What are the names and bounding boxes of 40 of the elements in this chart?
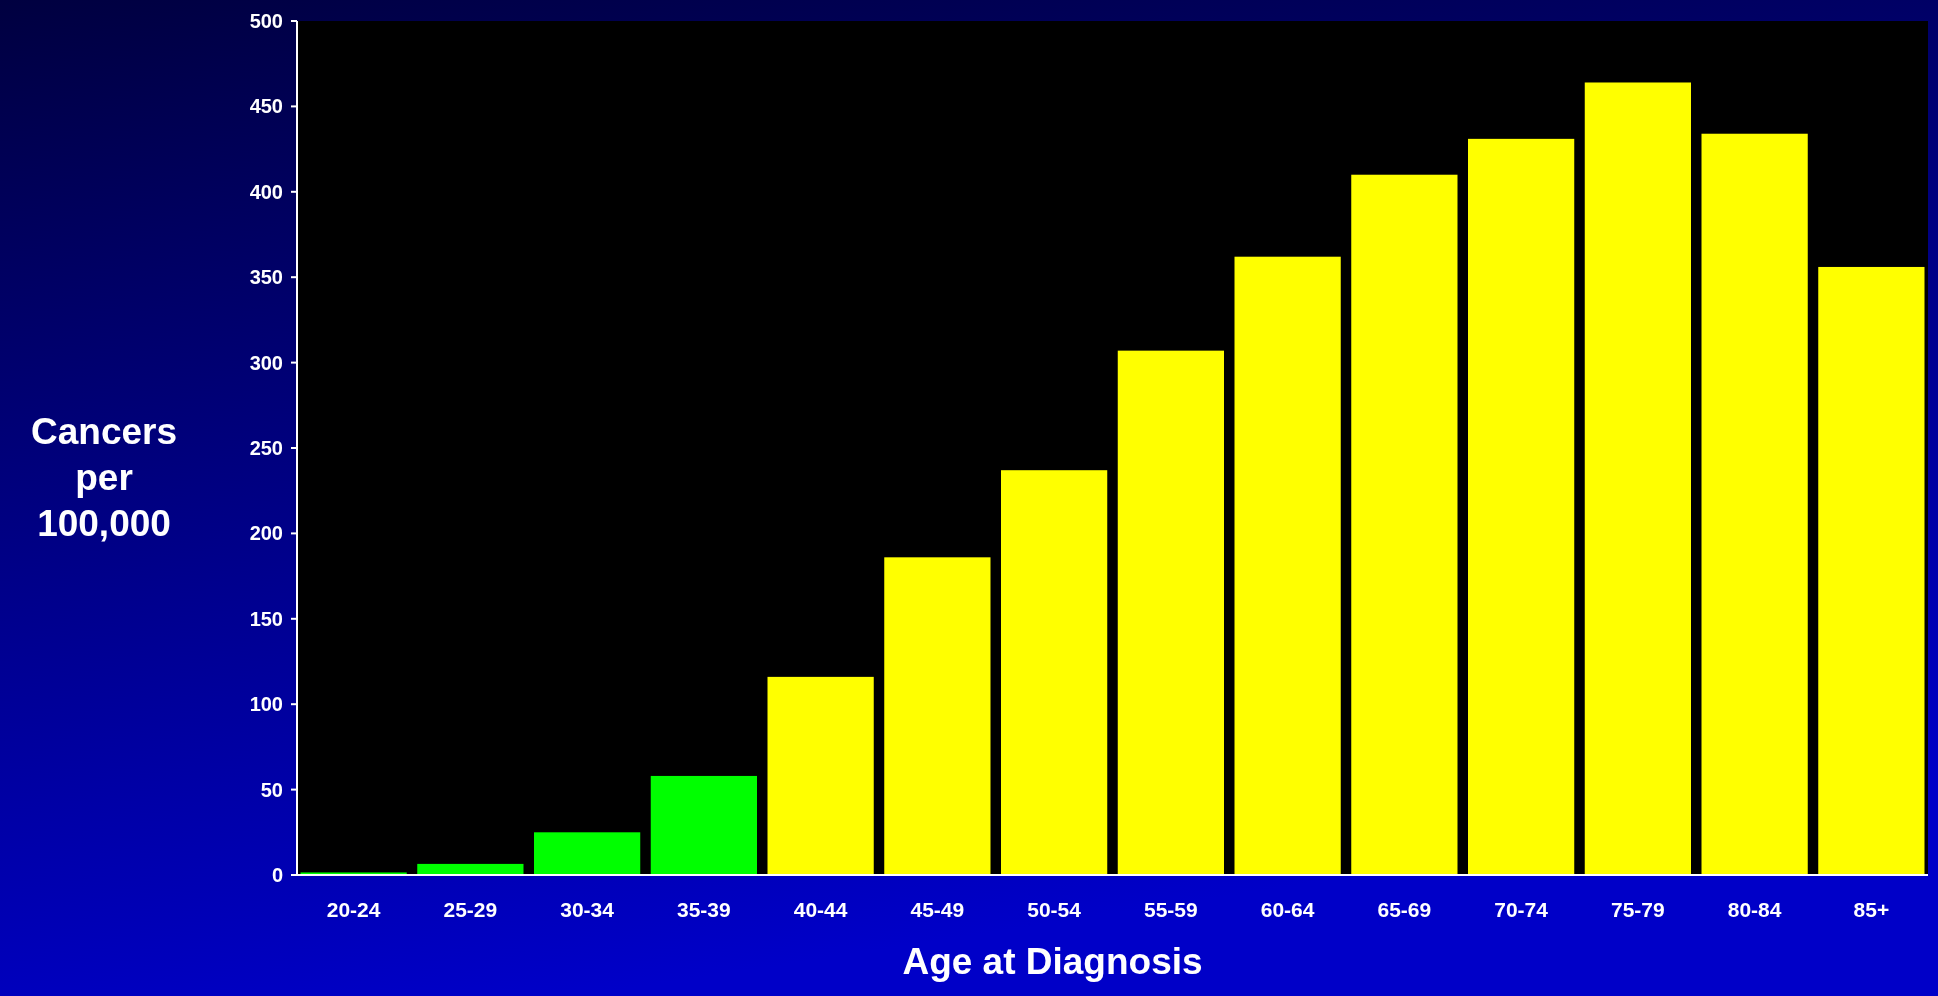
x-tick-label: 65-69 (1377, 898, 1432, 921)
x-tick-label: 35-39 (677, 898, 731, 921)
bar (1117, 350, 1224, 875)
x-tick-label: 85+ (1853, 898, 1890, 921)
bar (1001, 470, 1108, 875)
bar (767, 676, 874, 875)
x-tick-label: 30-34 (560, 898, 615, 921)
y-tick-label: 50 (260, 778, 283, 801)
bar (1468, 138, 1575, 875)
bar (417, 863, 524, 875)
y-tick-label: 200 (249, 522, 283, 545)
bar (1701, 133, 1808, 875)
bar (1351, 174, 1458, 875)
x-tick-label: 20-24 (326, 898, 381, 921)
y-tick-label: 100 (249, 693, 283, 716)
x-tick-label: 25-29 (443, 898, 498, 921)
x-tick-label: 60-64 (1260, 898, 1315, 921)
bar (1234, 256, 1341, 875)
x-axis-title: Age at Diagnosis (902, 941, 1203, 982)
x-tick-label: 45-49 (910, 898, 965, 921)
x-tick-label: 50-54 (1027, 898, 1082, 921)
bar (1584, 82, 1691, 875)
y-axis-title: Cancers per 100,000 (30, 411, 178, 544)
x-tick-label: 80-84 (1727, 898, 1782, 921)
y-tick-label: 150 (249, 607, 283, 630)
bar (534, 832, 641, 875)
y-tick-label: 300 (249, 351, 283, 374)
x-tick-label: 55-59 (1144, 898, 1198, 921)
bar (1818, 266, 1925, 875)
x-tick-label: 70-74 (1494, 898, 1549, 921)
x-tick-label: 40-44 (793, 898, 848, 921)
y-tick-label: 250 (249, 437, 283, 459)
y-tick-label: 400 (249, 180, 283, 203)
y-tick-label: 500 (249, 10, 283, 32)
bar (884, 557, 991, 875)
x-tick-label: 75-79 (1611, 898, 1665, 921)
y-tick-label: 450 (249, 95, 283, 118)
bar (650, 775, 757, 875)
y-tick-label: 0 (271, 864, 283, 886)
y-tick-label: 350 (249, 266, 283, 289)
